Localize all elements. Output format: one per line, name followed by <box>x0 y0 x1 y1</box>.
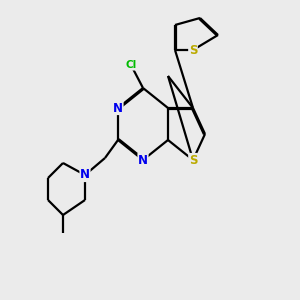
Text: Cl: Cl <box>125 60 136 70</box>
Text: S: S <box>189 44 197 56</box>
Text: N: N <box>113 101 123 115</box>
Text: N: N <box>80 169 90 182</box>
Text: N: N <box>138 154 148 166</box>
Text: S: S <box>189 154 197 166</box>
